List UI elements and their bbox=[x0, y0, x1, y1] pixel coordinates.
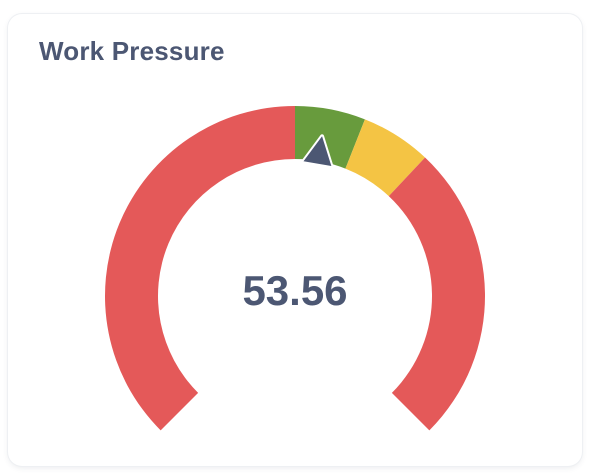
gauge-segment-3 bbox=[345, 119, 426, 197]
gauge-segment-1 bbox=[104, 106, 295, 431]
work-pressure-card: Work Pressure bbox=[8, 14, 582, 466]
gauge-segments bbox=[104, 106, 485, 431]
card-title: Work Pressure bbox=[39, 36, 225, 66]
gauge-needle-marker bbox=[301, 134, 334, 168]
gauge-value: 53.56 bbox=[242, 267, 347, 314]
gauge-segment-4 bbox=[388, 157, 485, 431]
